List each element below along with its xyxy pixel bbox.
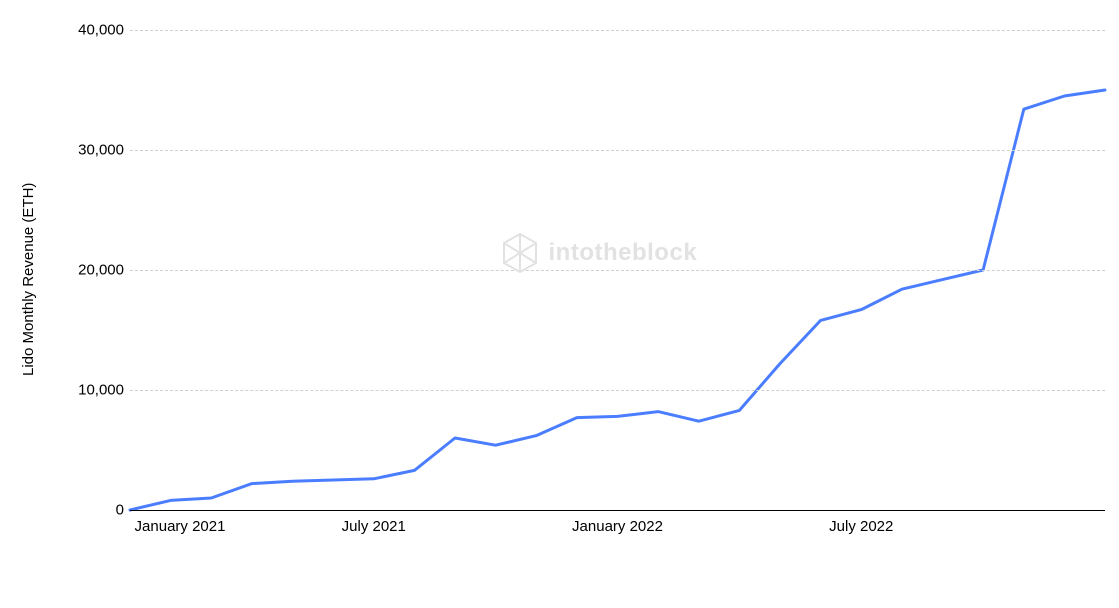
gridline (130, 270, 1105, 271)
y-tick-label: 40,000 (64, 22, 124, 39)
revenue-line (130, 90, 1105, 510)
y-tick-label: 10,000 (64, 382, 124, 399)
y-tick-label: 30,000 (64, 142, 124, 159)
gridline (130, 150, 1105, 151)
y-axis-title: Lido Monthly Revenue (ETH) (20, 182, 37, 375)
revenue-chart: Lido Monthly Revenue (ETH) 010,00020,000… (0, 0, 1119, 608)
x-tick-label: July 2022 (829, 518, 893, 535)
x-axis-baseline (130, 510, 1105, 511)
gridline (130, 30, 1105, 31)
gridline (130, 390, 1105, 391)
plot-area: 010,00020,00030,00040,000January 2021Jul… (130, 30, 1105, 510)
x-tick-label: July 2021 (342, 518, 406, 535)
x-tick-label: January 2022 (572, 518, 663, 535)
y-tick-label: 20,000 (64, 262, 124, 279)
x-tick-label: January 2021 (135, 518, 226, 535)
y-tick-label: 0 (64, 502, 124, 519)
